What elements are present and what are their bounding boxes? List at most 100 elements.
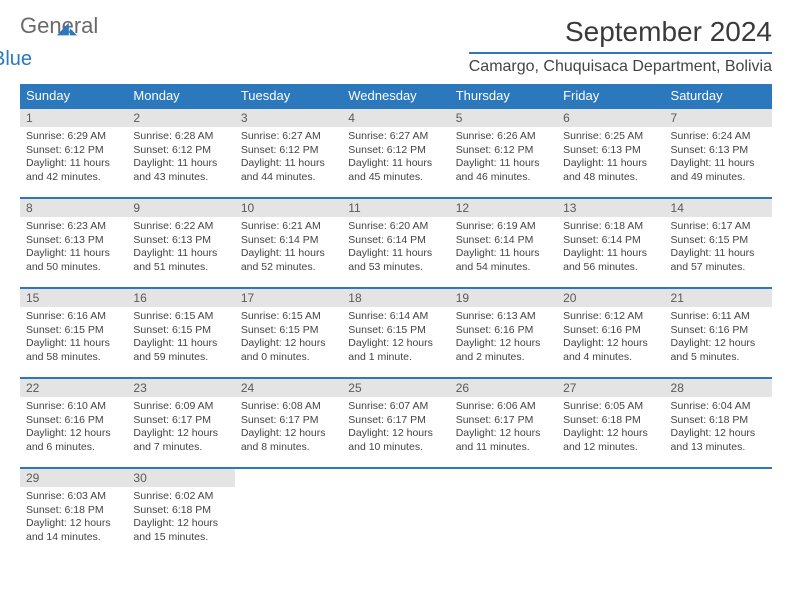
sunrise-line: Sunrise: 6:27 AM [348, 130, 443, 144]
day-cell: 5Sunrise: 6:26 AMSunset: 6:12 PMDaylight… [450, 108, 557, 198]
sunset-line: Sunset: 6:14 PM [563, 234, 658, 248]
day-number: 26 [450, 379, 557, 397]
day-cell: 14Sunrise: 6:17 AMSunset: 6:15 PMDayligh… [665, 198, 772, 288]
header: General Blue September 2024 Camargo, Chu… [20, 16, 772, 76]
day-body: Sunrise: 6:27 AMSunset: 6:12 PMDaylight:… [235, 127, 342, 191]
day-cell: 1Sunrise: 6:29 AMSunset: 6:12 PMDaylight… [20, 108, 127, 198]
day-cell: 22Sunrise: 6:10 AMSunset: 6:16 PMDayligh… [20, 378, 127, 468]
daylight-line: Daylight: 12 hours and 12 minutes. [563, 427, 658, 454]
day-number: 1 [20, 109, 127, 127]
daylight-line: Daylight: 12 hours and 13 minutes. [671, 427, 766, 454]
sunset-line: Sunset: 6:18 PM [563, 414, 658, 428]
daylight-line: Daylight: 12 hours and 4 minutes. [563, 337, 658, 364]
empty-cell [557, 468, 664, 558]
day-cell: 11Sunrise: 6:20 AMSunset: 6:14 PMDayligh… [342, 198, 449, 288]
daylight-line: Daylight: 11 hours and 44 minutes. [241, 157, 336, 184]
daylight-line: Daylight: 11 hours and 51 minutes. [133, 247, 228, 274]
sunrise-line: Sunrise: 6:20 AM [348, 220, 443, 234]
sunset-line: Sunset: 6:15 PM [671, 234, 766, 248]
sunrise-line: Sunrise: 6:08 AM [241, 400, 336, 414]
sunset-line: Sunset: 6:16 PM [671, 324, 766, 338]
day-cell: 18Sunrise: 6:14 AMSunset: 6:15 PMDayligh… [342, 288, 449, 378]
sunset-line: Sunset: 6:17 PM [133, 414, 228, 428]
day-body: Sunrise: 6:13 AMSunset: 6:16 PMDaylight:… [450, 307, 557, 371]
sunset-line: Sunset: 6:17 PM [348, 414, 443, 428]
dow-thursday: Thursday [450, 84, 557, 108]
sunrise-line: Sunrise: 6:17 AM [671, 220, 766, 234]
logo-triangle-icon [56, 19, 78, 39]
sunrise-line: Sunrise: 6:13 AM [456, 310, 551, 324]
day-body: Sunrise: 6:29 AMSunset: 6:12 PMDaylight:… [20, 127, 127, 191]
day-cell: 8Sunrise: 6:23 AMSunset: 6:13 PMDaylight… [20, 198, 127, 288]
sunrise-line: Sunrise: 6:29 AM [26, 130, 121, 144]
sunset-line: Sunset: 6:13 PM [563, 144, 658, 158]
day-body: Sunrise: 6:11 AMSunset: 6:16 PMDaylight:… [665, 307, 772, 371]
sunrise-line: Sunrise: 6:16 AM [26, 310, 121, 324]
dow-tuesday: Tuesday [235, 84, 342, 108]
day-number: 5 [450, 109, 557, 127]
sunset-line: Sunset: 6:12 PM [456, 144, 551, 158]
day-number: 24 [235, 379, 342, 397]
sunset-line: Sunset: 6:16 PM [563, 324, 658, 338]
daylight-line: Daylight: 11 hours and 58 minutes. [26, 337, 121, 364]
day-body: Sunrise: 6:26 AMSunset: 6:12 PMDaylight:… [450, 127, 557, 191]
sunset-line: Sunset: 6:17 PM [241, 414, 336, 428]
day-body: Sunrise: 6:24 AMSunset: 6:13 PMDaylight:… [665, 127, 772, 191]
day-cell: 30Sunrise: 6:02 AMSunset: 6:18 PMDayligh… [127, 468, 234, 558]
sunset-line: Sunset: 6:13 PM [26, 234, 121, 248]
calendar-row: 15Sunrise: 6:16 AMSunset: 6:15 PMDayligh… [20, 288, 772, 378]
sunrise-line: Sunrise: 6:06 AM [456, 400, 551, 414]
sunrise-line: Sunrise: 6:09 AM [133, 400, 228, 414]
daylight-line: Daylight: 11 hours and 49 minutes. [671, 157, 766, 184]
sunrise-line: Sunrise: 6:27 AM [241, 130, 336, 144]
day-number: 17 [235, 289, 342, 307]
sunset-line: Sunset: 6:14 PM [348, 234, 443, 248]
day-number: 15 [20, 289, 127, 307]
sunrise-line: Sunrise: 6:24 AM [671, 130, 766, 144]
dow-wednesday: Wednesday [342, 84, 449, 108]
day-body: Sunrise: 6:15 AMSunset: 6:15 PMDaylight:… [127, 307, 234, 371]
daylight-line: Daylight: 12 hours and 15 minutes. [133, 517, 228, 544]
day-number: 20 [557, 289, 664, 307]
daylight-line: Daylight: 12 hours and 6 minutes. [26, 427, 121, 454]
daylight-line: Daylight: 11 hours and 48 minutes. [563, 157, 658, 184]
day-body: Sunrise: 6:12 AMSunset: 6:16 PMDaylight:… [557, 307, 664, 371]
day-body: Sunrise: 6:03 AMSunset: 6:18 PMDaylight:… [20, 487, 127, 551]
daylight-line: Daylight: 11 hours and 53 minutes. [348, 247, 443, 274]
day-cell: 10Sunrise: 6:21 AMSunset: 6:14 PMDayligh… [235, 198, 342, 288]
day-body: Sunrise: 6:10 AMSunset: 6:16 PMDaylight:… [20, 397, 127, 461]
day-body: Sunrise: 6:07 AMSunset: 6:17 PMDaylight:… [342, 397, 449, 461]
sunset-line: Sunset: 6:15 PM [26, 324, 121, 338]
daylight-line: Daylight: 12 hours and 10 minutes. [348, 427, 443, 454]
day-cell: 2Sunrise: 6:28 AMSunset: 6:12 PMDaylight… [127, 108, 234, 198]
sunrise-line: Sunrise: 6:23 AM [26, 220, 121, 234]
day-body: Sunrise: 6:02 AMSunset: 6:18 PMDaylight:… [127, 487, 234, 551]
title-block: September 2024 Camargo, Chuquisaca Depar… [469, 16, 772, 76]
sunrise-line: Sunrise: 6:25 AM [563, 130, 658, 144]
day-body: Sunrise: 6:20 AMSunset: 6:14 PMDaylight:… [342, 217, 449, 281]
day-cell: 4Sunrise: 6:27 AMSunset: 6:12 PMDaylight… [342, 108, 449, 198]
daylight-line: Daylight: 11 hours and 57 minutes. [671, 247, 766, 274]
day-body: Sunrise: 6:09 AMSunset: 6:17 PMDaylight:… [127, 397, 234, 461]
day-cell: 21Sunrise: 6:11 AMSunset: 6:16 PMDayligh… [665, 288, 772, 378]
day-cell: 27Sunrise: 6:05 AMSunset: 6:18 PMDayligh… [557, 378, 664, 468]
sunset-line: Sunset: 6:14 PM [241, 234, 336, 248]
daylight-line: Daylight: 12 hours and 5 minutes. [671, 337, 766, 364]
day-body: Sunrise: 6:08 AMSunset: 6:17 PMDaylight:… [235, 397, 342, 461]
daylight-line: Daylight: 11 hours and 59 minutes. [133, 337, 228, 364]
daylight-line: Daylight: 12 hours and 7 minutes. [133, 427, 228, 454]
day-cell: 19Sunrise: 6:13 AMSunset: 6:16 PMDayligh… [450, 288, 557, 378]
day-number: 6 [557, 109, 664, 127]
sunrise-line: Sunrise: 6:15 AM [241, 310, 336, 324]
sunrise-line: Sunrise: 6:03 AM [26, 490, 121, 504]
daylight-line: Daylight: 12 hours and 8 minutes. [241, 427, 336, 454]
calendar-row: 8Sunrise: 6:23 AMSunset: 6:13 PMDaylight… [20, 198, 772, 288]
calendar-row: 1Sunrise: 6:29 AMSunset: 6:12 PMDaylight… [20, 108, 772, 198]
daylight-line: Daylight: 11 hours and 43 minutes. [133, 157, 228, 184]
day-body: Sunrise: 6:28 AMSunset: 6:12 PMDaylight:… [127, 127, 234, 191]
daylight-line: Daylight: 12 hours and 11 minutes. [456, 427, 551, 454]
daylight-line: Daylight: 11 hours and 42 minutes. [26, 157, 121, 184]
daylight-line: Daylight: 12 hours and 14 minutes. [26, 517, 121, 544]
sunset-line: Sunset: 6:18 PM [671, 414, 766, 428]
day-body: Sunrise: 6:05 AMSunset: 6:18 PMDaylight:… [557, 397, 664, 461]
